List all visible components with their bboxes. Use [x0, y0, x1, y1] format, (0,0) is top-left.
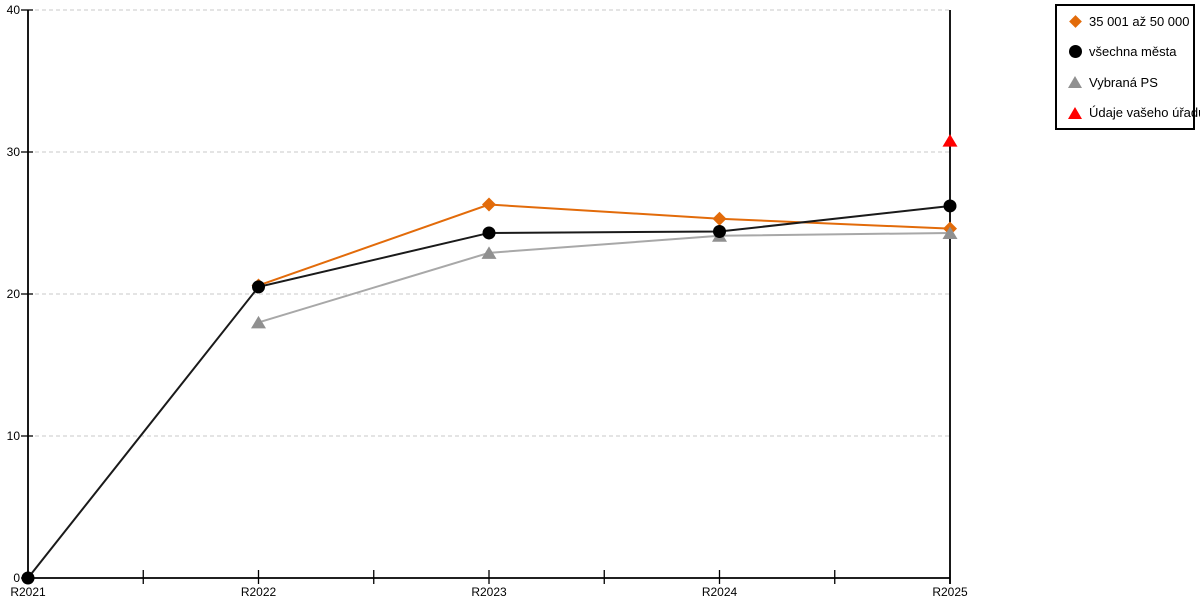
legend-item-all-cities: všechna města	[1068, 44, 1193, 59]
y-tick-label: 40	[7, 3, 21, 17]
legend-label: všechna města	[1089, 44, 1177, 60]
data-point-triangle	[942, 134, 958, 147]
data-point-circle	[482, 226, 496, 240]
x-tick-label: R2021	[10, 585, 46, 599]
legend-item-selected-ps: Vybraná PS	[1068, 75, 1193, 90]
series-line	[258, 203, 951, 287]
legend-label: Údaje vašeho úřadu	[1089, 105, 1200, 121]
legend-label: Vybraná PS	[1089, 74, 1158, 90]
series-line	[258, 231, 951, 324]
circle-marker-icon	[1068, 45, 1082, 59]
data-point-triangle	[251, 315, 266, 329]
y-tick-label: 0	[13, 571, 20, 585]
y-tick-label: 20	[7, 287, 21, 301]
legend-label: 35 001 až 50 000	[1089, 13, 1190, 29]
legend-item-your-office: Údaje vašeho úřadu	[1068, 105, 1200, 120]
y-tick-label: 30	[7, 145, 21, 159]
x-tick-label: R2023	[471, 585, 507, 599]
data-point-triangle	[481, 246, 497, 259]
x-tick-label: R2025	[932, 585, 968, 599]
data-point-circle	[252, 280, 265, 294]
y-tick-label: 10	[7, 429, 21, 443]
legend: 35 001 až 50 000 všechna města Vybraná P…	[1055, 4, 1200, 130]
data-point-circle	[943, 199, 957, 213]
legend-item-size-band: 35 001 až 50 000	[1068, 14, 1193, 29]
data-point-circle	[713, 225, 726, 239]
data-point-circle	[21, 571, 35, 585]
data-point-diamond	[482, 197, 496, 212]
x-tick-label: R2022	[241, 585, 277, 599]
data-point-diamond	[712, 211, 727, 226]
triangle-marker-icon	[1068, 106, 1082, 120]
diamond-marker-icon	[1068, 14, 1082, 28]
series-line	[27, 204, 951, 579]
data-point-triangle	[942, 226, 958, 239]
triangle-marker-icon	[1068, 75, 1082, 89]
x-tick-label: R2024	[702, 585, 738, 599]
